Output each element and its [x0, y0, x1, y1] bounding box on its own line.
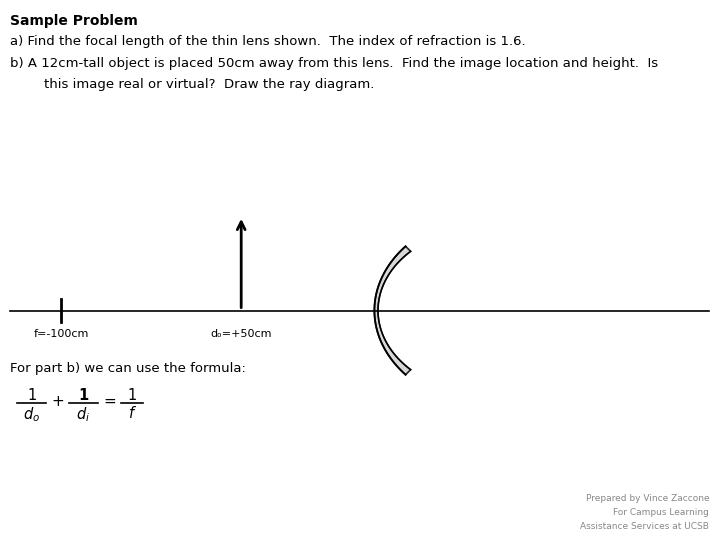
Text: this image real or virtual?  Draw the ray diagram.: this image real or virtual? Draw the ray… [10, 78, 374, 91]
Text: =: = [103, 394, 116, 409]
Text: dₒ=+50cm: dₒ=+50cm [210, 329, 272, 340]
Text: Prepared by Vince Zaccone: Prepared by Vince Zaccone [585, 494, 709, 503]
Text: f=-100cm: f=-100cm [34, 329, 89, 340]
Text: Assistance Services at UCSB: Assistance Services at UCSB [580, 522, 709, 531]
Text: +: + [51, 394, 64, 409]
Text: $d_o$: $d_o$ [23, 406, 40, 424]
Text: 1: 1 [27, 388, 36, 403]
Text: 1: 1 [127, 388, 136, 403]
Text: Sample Problem: Sample Problem [10, 14, 138, 28]
Text: a) Find the focal length of the thin lens shown.  The index of refraction is 1.6: a) Find the focal length of the thin len… [10, 35, 526, 48]
Polygon shape [374, 246, 410, 375]
Text: For Campus Learning: For Campus Learning [613, 508, 709, 517]
Text: f: f [129, 406, 135, 421]
Text: 1: 1 [78, 388, 89, 403]
Text: For part b) we can use the formula:: For part b) we can use the formula: [10, 362, 246, 375]
Text: $d_i$: $d_i$ [76, 406, 91, 424]
Text: b) A 12cm-tall object is placed 50cm away from this lens.  Find the image locati: b) A 12cm-tall object is placed 50cm awa… [10, 57, 658, 70]
